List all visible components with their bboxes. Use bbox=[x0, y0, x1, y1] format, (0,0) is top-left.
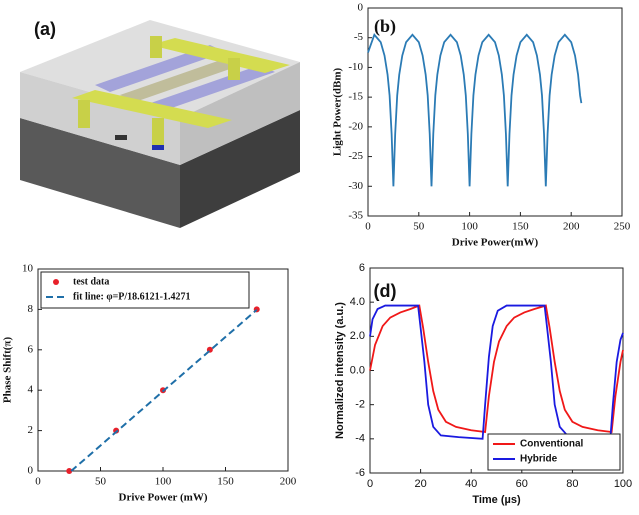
legend-box bbox=[40, 271, 250, 309]
device-illustration bbox=[20, 20, 300, 228]
y-axis-title: Light Power(dBm) bbox=[332, 68, 344, 157]
series-line bbox=[70, 309, 258, 472]
y-tick-label: 6 bbox=[28, 343, 34, 355]
y-tick-label: 4 bbox=[28, 384, 34, 396]
y-tick-label: -20 bbox=[348, 120, 363, 132]
y-tick-label: 0 bbox=[358, 2, 364, 14]
x-tick-label: 60 bbox=[516, 478, 528, 490]
legend-label: Hybride bbox=[520, 454, 558, 465]
series-line bbox=[367, 32, 583, 187]
plot-frame bbox=[367, 7, 623, 217]
y-tick-label: 2.0 bbox=[350, 330, 365, 342]
y-tick-label: -25 bbox=[348, 150, 363, 162]
x-tick-label: 100 bbox=[614, 478, 632, 490]
panel-label: (b) bbox=[374, 16, 396, 37]
x-tick-label: 200 bbox=[280, 476, 297, 488]
y-tick-label: -2 bbox=[355, 399, 365, 411]
legend-label: Conventional bbox=[520, 439, 584, 450]
panel-label: (d) bbox=[374, 281, 397, 301]
x-tick-label: 20 bbox=[414, 478, 426, 490]
x-tick-label: 200 bbox=[563, 221, 580, 233]
x-axis-title: Drive Power(mW) bbox=[452, 237, 539, 249]
y-tick-label: -10 bbox=[348, 61, 363, 73]
panel: (a) bbox=[34, 19, 56, 39]
y-tick-label: -15 bbox=[348, 91, 363, 103]
x-tick-label: 50 bbox=[413, 221, 425, 233]
x-tick-label: 150 bbox=[217, 476, 234, 488]
y-axis-title: Normalized intensity (a.u.) bbox=[334, 302, 346, 439]
y-tick-label: -35 bbox=[348, 210, 363, 222]
legend-label: fit line: φ=P/18.6121-1.4271 bbox=[73, 291, 190, 302]
legend-marker bbox=[53, 279, 59, 285]
x-tick-label: 150 bbox=[512, 221, 529, 233]
y-tick-label: 2 bbox=[28, 424, 34, 436]
legend-box bbox=[487, 433, 621, 471]
panel: (d) 0 20 40 60 80 100 -6 -4 -2 0.0 2.0 4.0 6 Time (µs)… bbox=[334, 262, 632, 506]
y-tick-label: 0 bbox=[28, 465, 34, 477]
y-tick-label: -30 bbox=[348, 180, 363, 192]
y-tick-label: 6 bbox=[359, 262, 365, 274]
series-line bbox=[369, 304, 624, 434]
y-tick-label: -4 bbox=[355, 433, 365, 445]
x-axis-title: Time (µs) bbox=[472, 494, 521, 506]
x-tick-label: 100 bbox=[155, 476, 172, 488]
data-point bbox=[66, 468, 73, 474]
x-tick-label: 0 bbox=[365, 221, 371, 233]
y-tick-label: 4.0 bbox=[350, 296, 365, 308]
y-tick-label: -6 bbox=[355, 467, 365, 479]
x-tick-label: 40 bbox=[465, 478, 477, 490]
x-tick-label: 80 bbox=[566, 478, 578, 490]
x-tick-label: 0 bbox=[367, 478, 373, 490]
legend-label: test data bbox=[73, 276, 109, 287]
y-tick-label: 8 bbox=[28, 303, 34, 315]
x-tick-label: 0 bbox=[35, 476, 41, 488]
series-line bbox=[369, 304, 624, 440]
y-tick-label: 10 bbox=[22, 263, 34, 275]
panel: (b) 0 50 100 150 200 250 -35 -30 -25 -20 -15 -10 -5 0 D… bbox=[332, 2, 631, 249]
y-axis-title: Phase Shift(π) bbox=[2, 337, 14, 404]
y-tick-label: -5 bbox=[354, 31, 364, 43]
x-tick-label: 250 bbox=[614, 221, 631, 233]
y-tick-label: 0.0 bbox=[350, 364, 365, 376]
x-tick-label: 100 bbox=[461, 221, 478, 233]
x-tick-label: 50 bbox=[95, 476, 107, 488]
panel-label: (a) bbox=[34, 19, 56, 39]
x-axis-title: Drive Power (mW) bbox=[119, 492, 208, 504]
